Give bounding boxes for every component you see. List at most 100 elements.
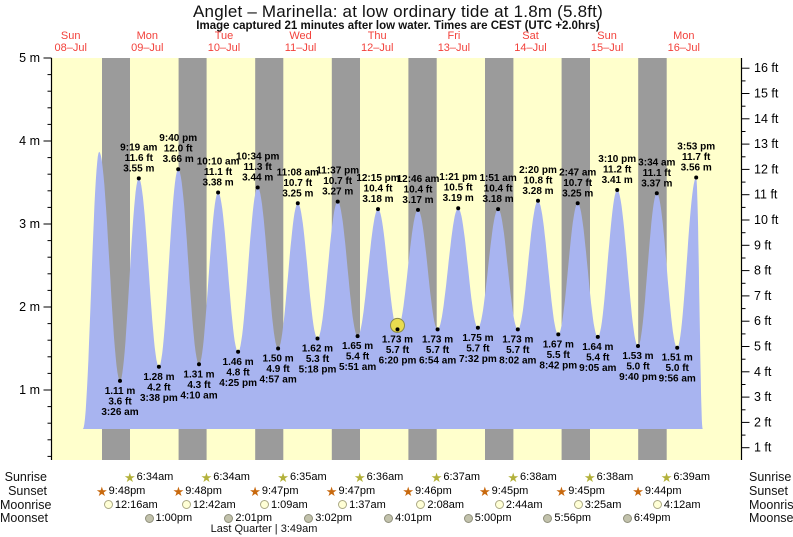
- high-tide-label: 10.4 ft: [484, 184, 514, 195]
- high-tide-label: 3.17 m: [402, 195, 433, 206]
- low-tide-label: 1.46 m: [223, 357, 254, 368]
- high-tide-label: 10.7 ft: [323, 176, 353, 187]
- moonset-event: 3:02pm: [304, 511, 352, 525]
- high-tide-label: 2:20 pm: [519, 165, 557, 176]
- low-tide-label: 8:02 am: [499, 355, 536, 366]
- low-tide-label: 5.7 ft: [506, 345, 530, 356]
- high-tide-label: 9:40 pm: [159, 133, 197, 144]
- low-tide-label: 1.62 m: [302, 344, 333, 355]
- y-tick-label-ft: 14 ft: [754, 112, 779, 126]
- moonrise-moon-icon: [260, 500, 269, 509]
- tide-point: [216, 190, 221, 195]
- moonrise-event: 1:09am: [260, 498, 308, 512]
- tide-area: [82, 151, 703, 430]
- sunrise-star-icon: ★: [660, 469, 673, 485]
- sunrise-event: ★ 6:38am: [584, 470, 633, 484]
- moonrise-time: 12:16am: [114, 498, 158, 511]
- tide-point: [376, 207, 380, 212]
- y-tick-label-ft: 1 ft: [754, 441, 772, 455]
- sunset-time: 9:48pm: [108, 485, 146, 497]
- sunrise-time: 6:37am: [443, 471, 481, 483]
- moonset-moon-icon: [463, 513, 473, 523]
- day-label-name: Mon: [673, 30, 694, 42]
- y-tick-label-ft: 12 ft: [754, 162, 779, 176]
- y-tick-label-ft: 15 ft: [754, 87, 779, 101]
- low-tide-label: 9:05 am: [579, 363, 616, 374]
- sunset-time: 9:48pm: [185, 485, 222, 497]
- tide-point: [515, 327, 520, 332]
- sunset-star-icon: ★: [479, 483, 491, 499]
- high-tide-label: 3.27 m: [322, 187, 353, 198]
- low-tide-label: 1.65 m: [342, 341, 373, 352]
- sunset-time: 9:47pm: [338, 485, 376, 497]
- high-tide-label: 3:34 am: [638, 157, 675, 168]
- y-tick-label-ft: 5 ft: [754, 340, 772, 354]
- day-label-date: 12–Jul: [361, 42, 393, 54]
- tide-point: [595, 334, 600, 339]
- high-tide-label: 10.7 ft: [563, 178, 593, 189]
- moonset-time: 4:01pm: [395, 512, 432, 524]
- moonrise-event: 4:12am: [652, 498, 701, 512]
- high-tide-label: 2:47 am: [559, 167, 596, 178]
- low-tide-label: 4.8 ft: [226, 367, 250, 378]
- low-tide-label: 5:51 am: [339, 362, 376, 373]
- sunrise-star-icon: ★: [277, 469, 289, 485]
- low-tide-label: 8:42 pm: [539, 360, 577, 371]
- tide-point: [496, 207, 501, 212]
- moonset-event: 1:00pm: [144, 511, 193, 525]
- moonrise-row-label-right: Moonrise: [749, 497, 793, 512]
- chart-subtitle: Image captured 21 minutes after low wate…: [196, 20, 600, 32]
- sunrise-time: 6:36am: [366, 471, 404, 483]
- high-tide-label: 11.1 ft: [204, 167, 233, 178]
- low-tide-label: 1.64 m: [582, 342, 613, 353]
- high-tide-label: 3.18 m: [483, 194, 514, 205]
- high-tide-label: 11:37 pm: [316, 166, 359, 177]
- moonset-time: 2:01pm: [235, 512, 273, 524]
- moonrise-event: 3:25am: [573, 498, 621, 512]
- low-tide-label: 5.3 ft: [306, 354, 330, 365]
- day-label-date: 13–Jul: [438, 42, 470, 54]
- sunrise-time: 6:38am: [520, 471, 557, 483]
- high-tide-label: 10.5 ft: [444, 183, 474, 194]
- high-tide-label: 11.6 ft: [125, 153, 154, 164]
- low-tide-label: 5.0 ft: [666, 363, 690, 374]
- low-tide-label: 9:40 pm: [619, 372, 657, 383]
- low-tide-label: 5.5 ft: [547, 350, 571, 361]
- sunset-star-icon: ★: [96, 483, 108, 499]
- low-tide-label: 1.28 m: [143, 372, 174, 383]
- low-tide-label: 4.2 ft: [147, 382, 171, 393]
- day-label-date: 15–Jul: [591, 42, 623, 54]
- day-label-name: Sun: [61, 30, 81, 42]
- low-tide-label: 6:20 pm: [379, 355, 417, 366]
- sunrise-event: ★ 6:35am: [277, 470, 326, 484]
- moonset-event: 2:01pm: [224, 511, 272, 525]
- tide-point: [636, 344, 640, 348]
- tide-point: [255, 185, 260, 190]
- tide-point: [575, 201, 580, 206]
- tide-point: [276, 346, 281, 351]
- day-label-name: Tue: [215, 30, 234, 42]
- high-tide-label: 3.56 m: [681, 163, 712, 174]
- day-label-date: 16–Jul: [668, 42, 700, 54]
- tide-point: [615, 188, 620, 192]
- low-tide-label: 5.7 ft: [386, 345, 410, 356]
- tide-point: [475, 325, 480, 330]
- high-tide-label: 11.7 ft: [682, 152, 711, 163]
- low-tide-label: 1.73 m: [382, 334, 413, 345]
- moonset-time: 1:00pm: [155, 512, 193, 524]
- sunset-time: 9:45pm: [491, 485, 529, 497]
- sunset-event: ★ 9:44pm: [632, 484, 681, 498]
- sunrise-time: 6:35am: [289, 471, 327, 483]
- tide-point: [136, 176, 141, 181]
- sunrise-star-icon: ★: [354, 469, 366, 485]
- moonrise-moon-icon: [652, 500, 662, 509]
- low-tide-label: 9:56 am: [659, 374, 696, 385]
- sunset-time: 9:45pm: [568, 485, 605, 497]
- moonset-time: 6:49pm: [633, 512, 671, 524]
- sunset-star-icon: ★: [555, 483, 568, 499]
- sunrise-event: ★ 6:36am: [354, 470, 403, 484]
- high-tide-label: 3.28 m: [522, 186, 553, 197]
- high-tide-label: 3.38 m: [203, 178, 234, 189]
- high-tide-label: 12.0 ft: [164, 144, 194, 155]
- day-label-name: Sat: [522, 30, 539, 42]
